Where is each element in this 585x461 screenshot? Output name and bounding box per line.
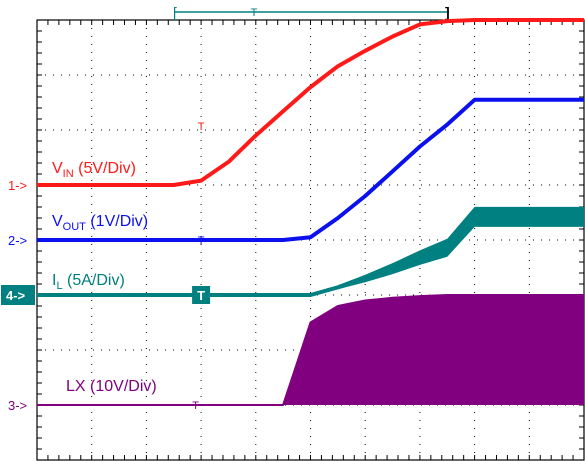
trigger-marker-il: T [197,288,205,303]
trigger-marker-bg-il [192,286,211,304]
series-label-vin: VIN (5V/Div) [52,160,136,180]
series-label-vout: VOUT (1V/Div) [52,213,148,233]
trace-lx-envelope [37,295,584,405]
series-label-scale-vin: (5V/Div) [74,160,136,177]
series-label-lx: LX (10V/Div) [66,378,157,395]
trigger-marker-vout: T [198,235,205,247]
series-label-sub-vin: IN [63,168,74,180]
series-label-main-lx: LX [66,378,86,395]
series-label-scale-vout: (1V/Div) [86,213,148,230]
series-label-main-vin: V [52,160,63,177]
series-label-main-vout: V [52,213,63,230]
series-label-main-il: I [52,272,56,289]
channel-marker-vout: 2-> [8,233,27,248]
trigger-marker-vin: T [198,121,205,133]
record-window-end: ] [445,4,450,20]
trigger-position-marker: T [251,7,258,19]
channel-marker-vin: 1-> [8,178,27,193]
series-label-sub-vout: OUT [63,221,87,233]
series-label-sub-il: L [56,280,62,292]
channel-marker-lx: 3-> [8,398,27,413]
trigger-marker-lx: T [192,400,199,412]
series-label-il: IL (5A/Div) [52,272,125,292]
channel-marker-il: 4-> [6,288,26,303]
trace-vout [37,97,584,242]
series-label-scale-il: (5A/Div) [63,272,125,289]
channel-marker-bg-il [1,285,35,305]
trace-il-ripple [337,206,584,290]
trace-vin [37,18,584,187]
series-label-scale-lx: (10V/Div) [86,378,157,395]
record-window-start: [ [173,4,177,20]
